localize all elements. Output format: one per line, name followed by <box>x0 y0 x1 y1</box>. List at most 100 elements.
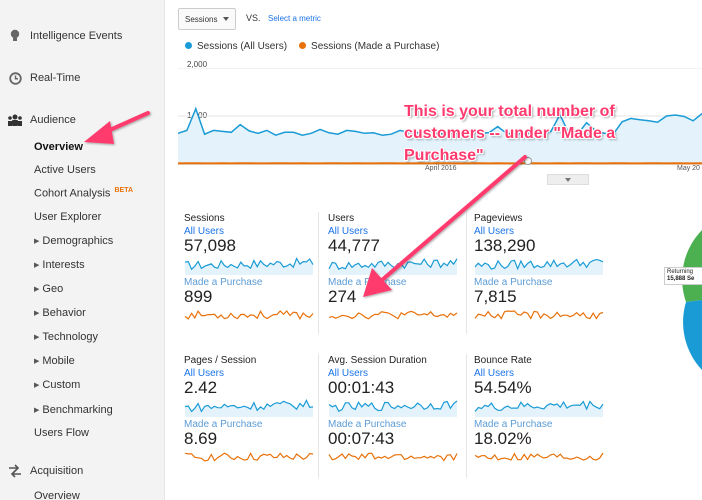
annotation-line: customers -- under "Made a <box>404 125 616 142</box>
sidebar-item-interests[interactable]: ▶ Interests <box>34 259 85 271</box>
sparkline-line <box>328 310 458 320</box>
segment-label: All Users <box>184 368 225 379</box>
sidebar-item-acquisition-overview[interactable]: Overview <box>34 490 80 500</box>
pie-tooltip: Returning 15,888 Se <box>664 267 702 285</box>
lightbulb-icon <box>0 29 30 43</box>
segment-label: Made a Purchase <box>184 277 263 288</box>
sidebar-item-label: Benchmarking <box>42 404 113 416</box>
sparkline-all-users <box>184 257 314 275</box>
expand-triangle-icon: ▶ <box>34 407 40 414</box>
vs-label: VS. <box>246 13 261 23</box>
expand-triangle-icon: ▶ <box>34 238 40 245</box>
sidebar-item-user-explorer[interactable]: User Explorer <box>34 211 102 223</box>
chevron-down-icon <box>565 177 571 182</box>
sparkline-line <box>474 400 604 412</box>
metric-value: 2.42 <box>184 378 218 397</box>
sparkline-all-users <box>184 399 314 417</box>
expand-triangle-icon: ▶ <box>34 382 40 389</box>
sidebar-item-active-users[interactable]: Active Users <box>34 164 96 176</box>
sparkline-made-purchase <box>328 310 458 320</box>
segment-label: All Users <box>184 226 225 237</box>
metric-dropdown-value: Sessions <box>185 14 218 24</box>
sidebar-item-label: Behavior <box>42 307 86 319</box>
chevron-down-icon <box>223 17 230 21</box>
metric-card[interactable]: Sessions All Users 57,098 Made a Purchase 89… <box>184 213 322 338</box>
sidebar-item-mobile[interactable]: ▶ Mobile <box>34 355 75 367</box>
expand-triangle-icon: ▶ <box>34 358 40 365</box>
series-area-all-users <box>178 108 702 164</box>
new-vs-returning-pie[interactable] <box>660 230 702 370</box>
legend-item-all-users[interactable]: Sessions (All Users) <box>185 41 287 52</box>
sparkline-all-users <box>474 258 604 275</box>
metric-card[interactable]: Bounce Rate All Users 54.54% Made a Purchas… <box>474 355 612 480</box>
sparkline-area <box>475 401 603 417</box>
segment-label: Made a Purchase <box>184 419 263 430</box>
legend-item-made-purchase[interactable]: Sessions (Made a Purchase) <box>299 41 439 52</box>
metric-card[interactable]: Users All Users 44,777 Made a Purchase 274 <box>328 213 466 338</box>
y-tick-label: 2,000 <box>187 60 208 69</box>
sparkline-line <box>328 452 458 462</box>
sidebar-item-overview[interactable]: Overview <box>34 141 83 153</box>
sidebar-item-label: Interests <box>42 259 85 271</box>
nav-acquisition[interactable]: Acquisition <box>0 459 165 483</box>
divider <box>318 354 319 478</box>
expand-triangle-icon: ▶ <box>34 286 40 293</box>
metric-card[interactable]: Pageviews All Users 138,290 Made a Purchase… <box>474 213 612 338</box>
divider <box>466 354 467 478</box>
sidebar: Intelligence Events Real-Time Audience O… <box>0 0 165 500</box>
beta-badge: BETA <box>114 187 134 194</box>
people-icon <box>0 114 30 126</box>
nav-real-time[interactable]: Real-Time <box>0 66 165 90</box>
sparkline-made-purchase <box>328 452 458 462</box>
nav-label: Intelligence Events <box>30 30 123 42</box>
metric-value: 8.69 <box>184 429 218 448</box>
annotation-text: This is your total number of customers -… <box>404 101 664 167</box>
metric-title: Pages / Session <box>184 355 257 366</box>
sidebar-item-label: Cohort Analysis <box>34 187 111 200</box>
sidebar-item-custom[interactable]: ▶ Custom <box>34 379 80 391</box>
divider <box>318 212 319 334</box>
metric-value: 54.54% <box>474 378 532 397</box>
acquisition-arrows-icon <box>0 464 30 478</box>
sidebar-item-technology[interactable]: ▶ Technology <box>34 331 98 343</box>
sparkline-all-users <box>328 257 458 275</box>
sparkline-line <box>184 399 314 413</box>
metric-dropdown[interactable]: Sessions <box>178 8 237 30</box>
sidebar-item-cohort-analysis[interactable]: Cohort Analysis BETA <box>34 187 133 200</box>
chart-legend: Sessions (All Users) Sessions (Made a Pu… <box>185 41 439 52</box>
segment-label: All Users <box>328 226 369 237</box>
metric-title: Users <box>328 213 355 224</box>
segment-label: Made a Purchase <box>328 419 407 430</box>
divider <box>466 212 467 334</box>
nav-label: Acquisition <box>30 465 84 477</box>
segment-label: Made a Purchase <box>474 419 553 430</box>
metric-value: 899 <box>184 287 213 306</box>
legend-dot-icon <box>185 42 192 49</box>
sidebar-item-geo[interactable]: ▶ Geo <box>34 283 63 295</box>
sparkline-area <box>185 258 313 275</box>
segment-label: All Users <box>474 368 515 379</box>
sparkline-made-purchase <box>184 309 314 321</box>
segment-label: Made a Purchase <box>474 277 553 288</box>
sidebar-item-behavior[interactable]: ▶ Behavior <box>34 307 86 319</box>
metric-card[interactable]: Pages / Session All Users 2.42 Made a Purch… <box>184 355 322 480</box>
sparkline-line <box>328 400 458 413</box>
nav-label: Audience <box>30 114 76 126</box>
metric-value: 00:07:43 <box>328 429 395 448</box>
metric-card[interactable]: Avg. Session Duration All Users 00:01:43 Ma… <box>328 355 466 480</box>
select-metric-link[interactable]: Select a metric <box>268 14 321 23</box>
sidebar-item-label: Mobile <box>42 355 75 367</box>
sidebar-item-benchmarking[interactable]: ▶ Benchmarking <box>34 404 113 416</box>
sidebar-item-users-flow[interactable]: Users Flow <box>34 427 90 439</box>
nav-audience[interactable]: Audience <box>0 108 165 132</box>
metric-value: 18.02% <box>474 429 532 448</box>
sparkline-line <box>184 257 314 271</box>
metric-value: 7,815 <box>474 287 517 306</box>
metric-title: Pageviews <box>474 213 523 224</box>
expand-triangle-icon: ▶ <box>34 334 40 341</box>
nav-intelligence-events[interactable]: Intelligence Events <box>0 24 165 48</box>
chart-collapse-handle[interactable] <box>547 174 589 185</box>
sidebar-item-demographics[interactable]: ▶ Demographics <box>34 235 113 247</box>
expand-triangle-icon: ▶ <box>34 262 40 269</box>
metric-title: Avg. Session Duration <box>328 355 427 366</box>
